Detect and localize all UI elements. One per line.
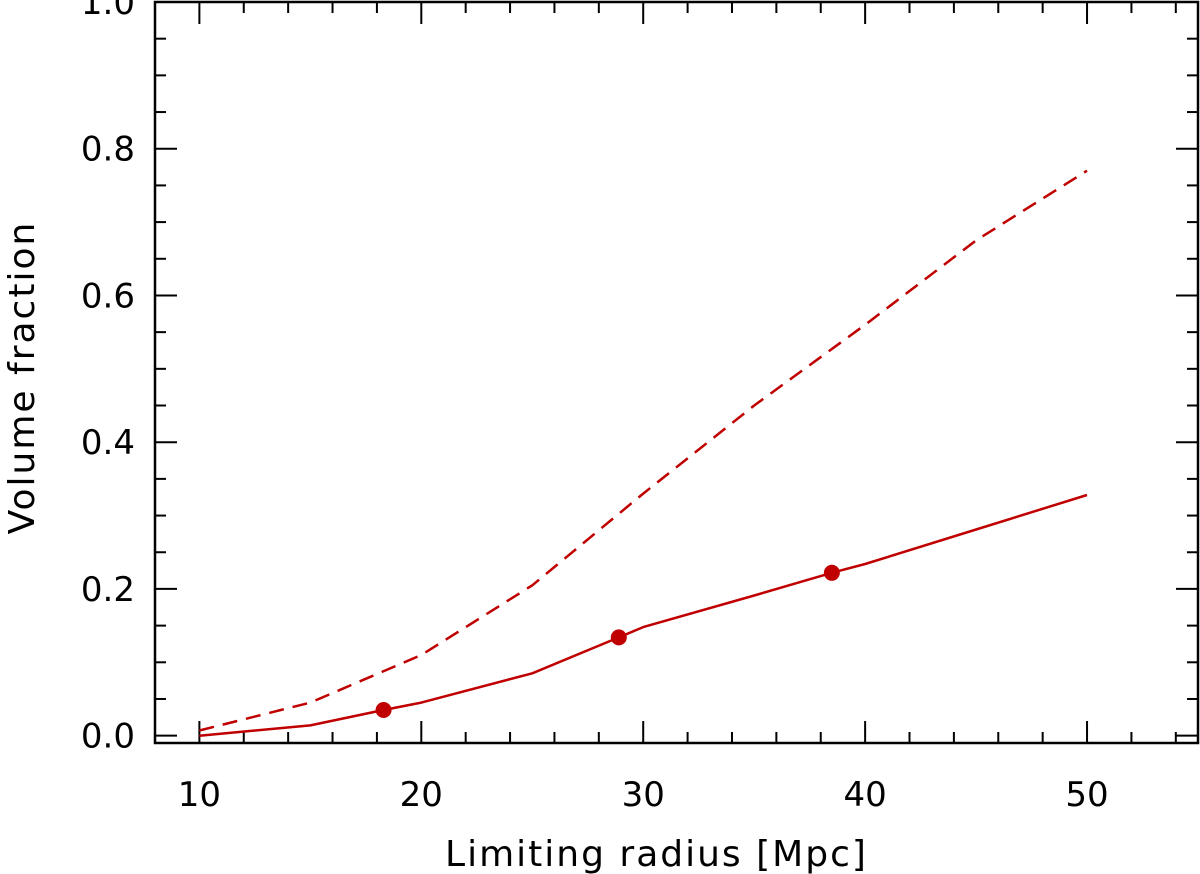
solid-series-line bbox=[199, 493, 1088, 737]
axis-ticks bbox=[154, 0, 1198, 743]
tick-labels: 10 20 30 40 50 0.0 0.2 0.4 0.6 0.8 1.0 bbox=[81, 0, 1109, 815]
y-tick-label: 1.0 bbox=[81, 0, 135, 23]
y-axis-title: Volume fraction bbox=[2, 221, 43, 535]
x-tick-label: 20 bbox=[400, 775, 443, 815]
y-tick-label: 0.0 bbox=[81, 717, 135, 757]
data-point bbox=[610, 629, 627, 646]
y-tick-label: 0.8 bbox=[81, 130, 135, 170]
x-axis-title: Limiting radius [Mpc] bbox=[445, 834, 868, 874]
data-point bbox=[375, 701, 392, 718]
plot-frame bbox=[153, 0, 1200, 745]
y-tick-label: 0.2 bbox=[81, 570, 135, 610]
data-point bbox=[823, 564, 840, 581]
x-tick-label: 10 bbox=[178, 775, 221, 815]
x-tick-label: 30 bbox=[622, 775, 665, 815]
y-tick-label: 0.6 bbox=[81, 276, 135, 316]
dashed-series-line bbox=[199, 169, 1088, 732]
x-tick-label: 40 bbox=[843, 775, 886, 815]
y-tick-label: 0.4 bbox=[81, 423, 135, 463]
plot-series bbox=[199, 169, 1088, 737]
x-tick-label: 50 bbox=[1065, 775, 1108, 815]
